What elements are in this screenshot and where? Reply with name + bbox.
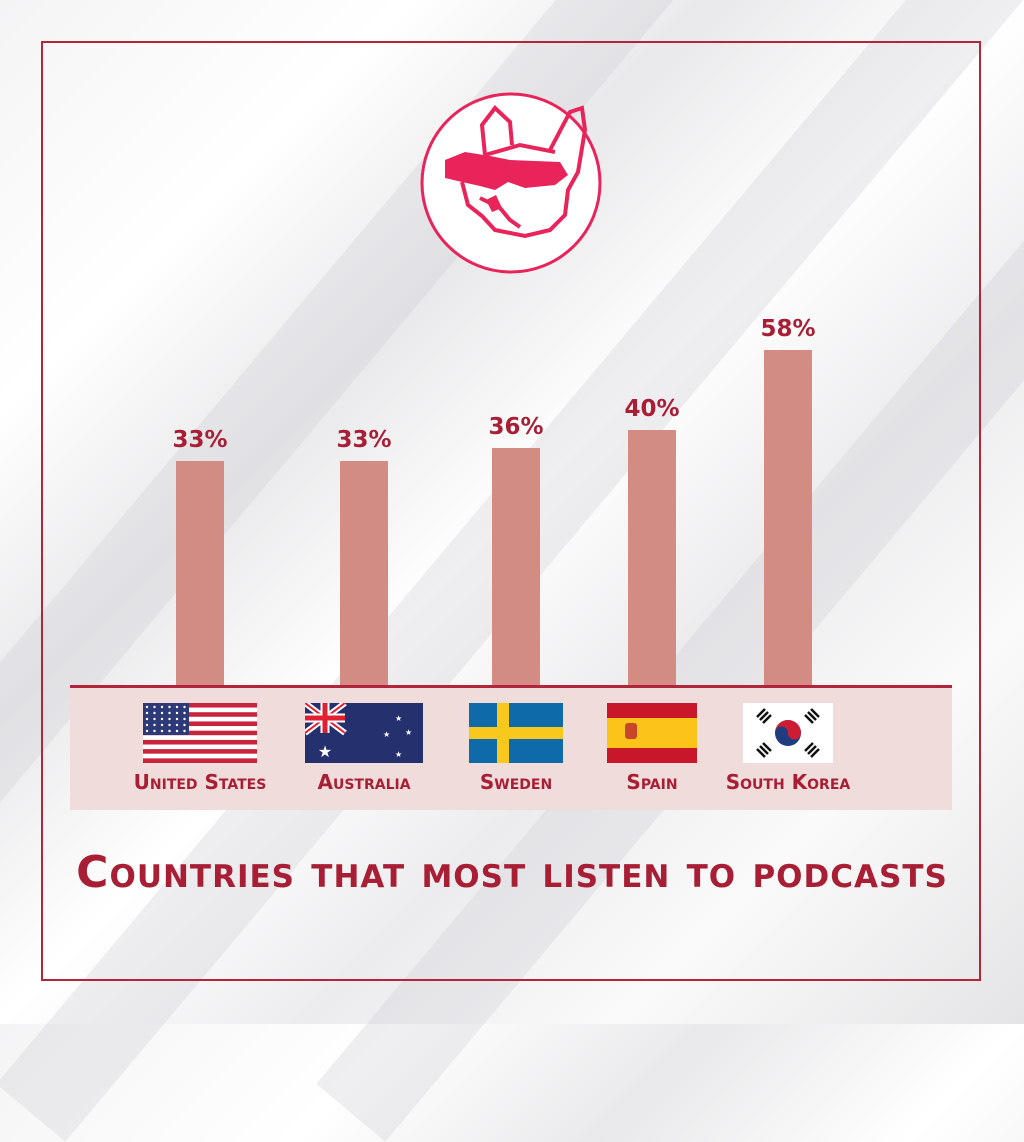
data-label: 58% bbox=[760, 316, 816, 343]
bar-sweden bbox=[492, 448, 540, 685]
data-label: 40% bbox=[624, 396, 680, 423]
french-bulldog-sunglasses-logo-icon bbox=[420, 92, 602, 274]
bar-australia bbox=[340, 461, 388, 685]
svg-text:★: ★ bbox=[395, 714, 402, 723]
data-label: 33% bbox=[336, 427, 392, 454]
category-label: Spain bbox=[626, 770, 678, 794]
data-label: 33% bbox=[172, 427, 228, 454]
category-label: South Korea bbox=[725, 770, 851, 794]
svg-text:★: ★ bbox=[395, 750, 402, 759]
svg-text:★: ★ bbox=[383, 730, 390, 739]
sweden-flag-icon bbox=[469, 703, 563, 763]
spain-flag-icon bbox=[607, 703, 697, 763]
svg-text:★: ★ bbox=[318, 742, 332, 761]
us-flag-icon bbox=[143, 703, 257, 763]
bar-south-korea bbox=[764, 350, 812, 685]
data-label: 36% bbox=[488, 414, 544, 441]
australia-flag-icon: ★ ★ ★ ★ ★ bbox=[303, 700, 423, 763]
category-label: United States bbox=[133, 770, 267, 794]
south-korea-flag-icon bbox=[743, 703, 833, 763]
bar-united-states bbox=[176, 461, 224, 685]
category-label: Sweden bbox=[479, 770, 553, 794]
bar-spain bbox=[628, 430, 676, 685]
border-frame bbox=[41, 41, 981, 981]
svg-text:★: ★ bbox=[405, 728, 412, 737]
chart-title: Countries that most listen to podcasts bbox=[76, 847, 948, 898]
category-label: Australia bbox=[317, 770, 411, 794]
